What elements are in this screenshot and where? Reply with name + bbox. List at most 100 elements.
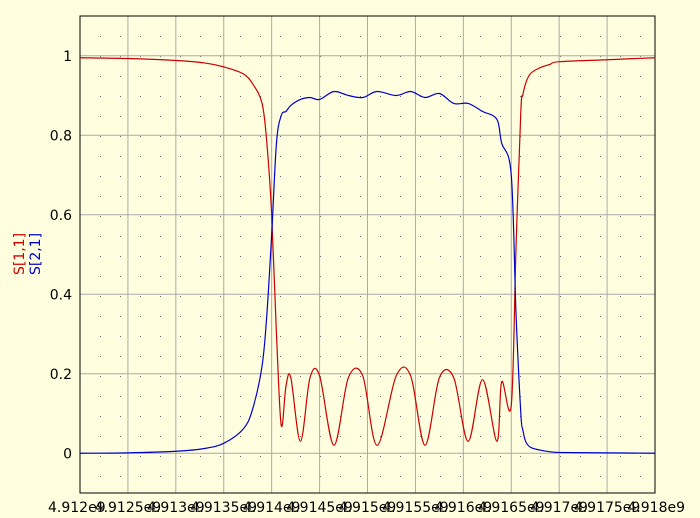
grid-dot [120,176,121,177]
grid-dot [160,256,161,257]
grid-dot [180,396,181,397]
x-tick-label: 4.9145e9 [286,500,353,516]
grid-dot [540,76,541,77]
grid-dot [280,196,281,197]
grid-dot [300,436,301,437]
grid-dot [600,216,601,217]
grid-dot [480,336,481,337]
grid-dot [420,256,421,257]
grid-dot [620,316,621,317]
grid-dot [160,336,161,337]
grid-dot [260,136,261,137]
grid-dot [120,376,121,377]
grid-dot [340,336,341,337]
grid-dot [320,216,321,217]
grid-dot [620,396,621,397]
grid-dot [440,316,441,317]
grid-dot [640,256,641,257]
grid-dot [140,76,141,77]
grid-dot [300,116,301,117]
grid-dot [620,296,621,297]
grid-dot [460,56,461,57]
grid-dot [160,476,161,477]
grid-dot [100,196,101,197]
x-tick-label: 4.912e9 [48,500,106,516]
grid-dot [140,296,141,297]
grid-dot [320,136,321,137]
grid-dot [100,336,101,337]
grid-dot [240,216,241,217]
grid-dot [480,136,481,137]
grid-dot [120,116,121,117]
grid-dot [560,76,561,77]
grid-dot [580,116,581,117]
grid-dot [200,76,201,77]
legend-s21: S[2,1] [28,233,44,275]
grid-dot [640,456,641,457]
grid-dot [540,436,541,437]
grid-dot [540,116,541,117]
grid-dot [220,256,221,257]
grid-dot [160,56,161,57]
grid-dot [300,136,301,137]
grid-dot [560,316,561,317]
grid-dot [240,116,241,117]
grid-dot [400,356,401,357]
grid-dot [160,276,161,277]
grid-dot [520,436,521,437]
x-tick-label: 4.9165e9 [478,500,545,516]
x-tick-label: 4.915e9 [339,500,397,516]
grid-dot [220,136,221,137]
grid-dot [380,156,381,157]
grid-dot [520,56,521,57]
grid-dot [180,116,181,117]
grid-dot [240,316,241,317]
grid-dot [480,216,481,217]
grid-dot [600,316,601,317]
grid-dot [160,216,161,217]
grid-dot [580,396,581,397]
grid-dot [500,56,501,57]
grid-dot [400,296,401,297]
grid-dot [240,236,241,237]
grid-dot [500,436,501,437]
grid-dot [600,396,601,397]
y-tick-label: 0.8 [50,128,72,144]
grid-dot [500,216,501,217]
grid-dot [100,356,101,357]
grid-dot [260,336,261,337]
grid-dot [640,36,641,37]
grid-dot [120,336,121,337]
grid-dot [600,96,601,97]
grid-dot [260,416,261,417]
grid-dot [140,316,141,317]
grid-dot [100,276,101,277]
grid-dot [240,336,241,337]
grid-dot [220,176,221,177]
grid-dot [360,236,361,237]
grid-dot [200,56,201,57]
grid-dot [280,276,281,277]
y-axis-legend: S[1,1] [12,233,28,275]
grid-dot [420,336,421,337]
series-line-s11 [79,57,656,446]
grid-dot [560,156,561,157]
grid-dot [220,56,221,57]
grid-dot [400,276,401,277]
grid-dot [220,456,221,457]
grid-dot [300,416,301,417]
y-tick-label: 0.2 [50,367,72,383]
grid-dot [400,196,401,197]
grid-dot [640,76,641,77]
grid-dot [560,396,561,397]
grid-dot [220,396,221,397]
grid-dot [520,96,521,97]
grid-dot [420,116,421,117]
grid-dot [600,256,601,257]
grid-dot [320,276,321,277]
grid-dot [180,276,181,277]
grid-dot [420,276,421,277]
grid-dot [180,236,181,237]
x-tick-label: 4.918e9 [627,500,685,516]
grid-dot [560,36,561,37]
